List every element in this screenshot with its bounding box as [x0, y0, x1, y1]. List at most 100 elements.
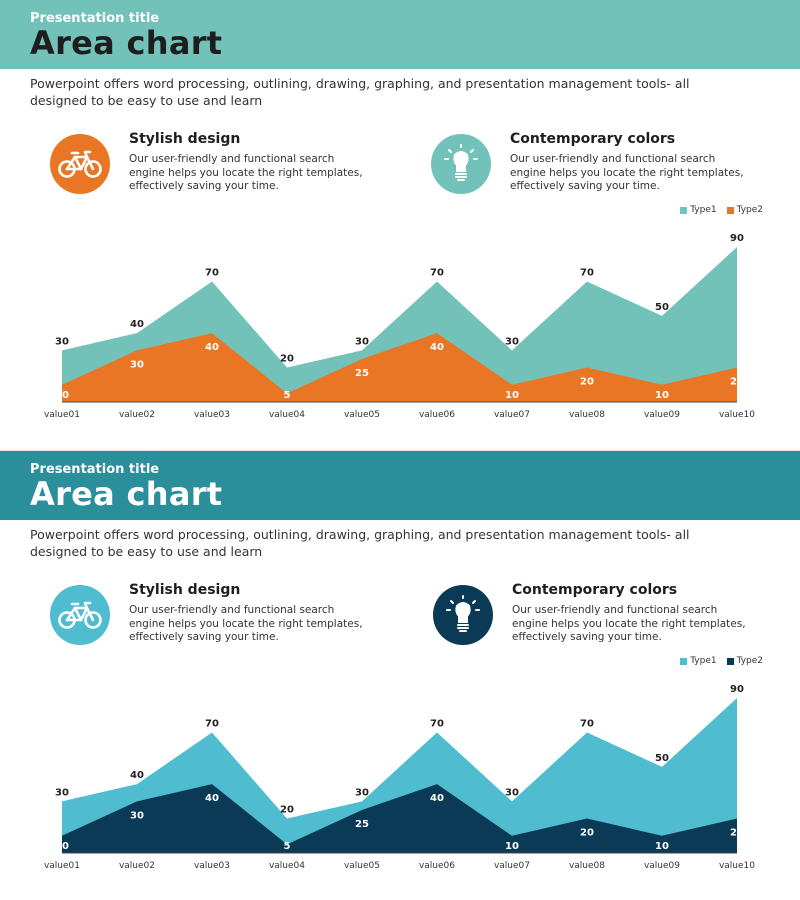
legend-label-type1: Type1	[690, 656, 717, 666]
data-label-type2: 40	[205, 342, 219, 353]
x-tick-label: value07	[494, 861, 530, 871]
x-tick-label: value02	[119, 861, 155, 871]
x-tick-label: value03	[194, 861, 230, 871]
data-label-type2: 10	[655, 390, 669, 401]
presentation-subtitle: Presentation title	[30, 11, 160, 26]
feature-text-colors: Our user-friendly and functional search …	[510, 153, 744, 192]
data-label-type2: 25	[355, 368, 369, 379]
data-label-type2: 10	[55, 390, 69, 401]
area-series-type2	[62, 784, 737, 853]
data-label-type1: 70	[430, 718, 444, 729]
feature-title-stylish: Stylish design	[129, 131, 241, 147]
lightbulb-icon	[433, 585, 493, 645]
data-label-type2: 10	[505, 841, 519, 852]
description: Powerpoint offers word processing, outli…	[30, 76, 690, 108]
data-label-type1: 20	[280, 805, 294, 816]
data-label-type2: 20	[580, 828, 594, 839]
data-label-type2: 10	[55, 841, 69, 852]
x-tick-label: value05	[344, 410, 380, 420]
data-label-type1: 30	[55, 787, 69, 798]
x-tick-label: value04	[269, 861, 305, 871]
feature-title-stylish: Stylish design	[129, 582, 241, 598]
slide-2: Presentation title Area chart Powerpoint…	[0, 450, 800, 900]
bicycle-icon	[50, 134, 110, 194]
data-label-type1: 30	[55, 336, 69, 347]
data-label-type2: 30	[130, 359, 144, 370]
x-tick-label: value09	[644, 861, 680, 871]
x-tick-label: value08	[569, 861, 605, 871]
legend-item-type1: Type1	[680, 205, 717, 215]
x-tick-label: value06	[419, 861, 455, 871]
legend-item-type2: Type2	[726, 205, 763, 215]
feature-text-stylish: Our user-friendly and functional search …	[129, 153, 363, 192]
legend-label-type1: Type1	[690, 205, 717, 215]
data-label-type1: 70	[580, 718, 594, 729]
x-tick-label: value08	[569, 410, 605, 420]
x-tick-label: value01	[44, 861, 80, 871]
x-tick-label: value02	[119, 410, 155, 420]
legend-swatch-type1	[680, 657, 688, 665]
lightbulb-icon	[431, 134, 491, 194]
data-label-type1: 70	[430, 267, 444, 278]
data-label-type2: 10	[655, 841, 669, 852]
data-label-type1: 70	[205, 267, 219, 278]
x-tick-label: value03	[194, 410, 230, 420]
data-label-type1: 50	[655, 302, 669, 313]
legend-swatch-type2	[726, 206, 734, 214]
legend-label-type2: Type2	[736, 205, 763, 215]
x-tick-label: value06	[419, 410, 455, 420]
data-label-type1: 70	[205, 718, 219, 729]
data-label-type2: 40	[205, 793, 219, 804]
data-label-type2: 20	[730, 377, 744, 388]
legend-item-type1: Type1	[680, 656, 717, 666]
data-label-type1: 50	[655, 753, 669, 764]
chart-legend: Type1 Type2	[680, 205, 763, 215]
x-tick-label: value01	[44, 410, 80, 420]
description: Powerpoint offers word processing, outli…	[30, 527, 690, 559]
data-label-type1: 30	[505, 336, 519, 347]
data-label-type1: 30	[355, 787, 369, 798]
presentation-subtitle: Presentation title	[30, 462, 160, 477]
x-tick-label: value07	[494, 410, 530, 420]
x-tick-label: value10	[719, 410, 755, 420]
legend-label-type2: Type2	[736, 656, 763, 666]
data-label-type1: 20	[280, 354, 294, 365]
x-tick-label: value05	[344, 861, 380, 871]
data-label-type2: 5	[284, 841, 291, 852]
page-title: Area chart	[30, 24, 223, 62]
feature-title-colors: Contemporary colors	[512, 582, 678, 598]
data-label-type2: 5	[284, 390, 291, 401]
data-label-type1: 30	[505, 787, 519, 798]
area-chart: 30 40 70 20 30 70 30 70 50 90 10 30 40 5 25 40 10 20 10 20 v…	[44, 684, 755, 871]
data-label-type2: 10	[505, 390, 519, 401]
slide-header: Presentation title Area chart	[0, 0, 800, 69]
chart-legend: Type1 Type2	[680, 656, 763, 666]
data-label-type1: 70	[580, 267, 594, 278]
x-tick-label: value09	[644, 410, 680, 420]
data-label-type2: 30	[130, 810, 144, 821]
legend-swatch-type2	[726, 657, 734, 665]
feature-title-colors: Contemporary colors	[510, 131, 676, 147]
data-label-type2: 40	[430, 342, 444, 353]
data-label-type1: 90	[730, 233, 744, 244]
x-tick-label: value10	[719, 861, 755, 871]
legend-swatch-type1	[680, 206, 688, 214]
slide-1: Presentation title Area chart Powerpoint…	[0, 0, 800, 420]
data-label-type1: 40	[130, 319, 144, 330]
bicycle-icon	[50, 585, 110, 645]
data-label-type1: 90	[730, 684, 744, 695]
area-series-type2	[62, 333, 737, 402]
feature-text-colors: Our user-friendly and functional search …	[512, 604, 746, 643]
feature-text-stylish: Our user-friendly and functional search …	[129, 604, 363, 643]
page-title: Area chart	[30, 475, 223, 513]
area-chart: 30 40 70 20 30 70 30 70 50 90 10 30 40 5 25 40 10 20 10 20 v…	[44, 233, 755, 420]
data-label-type1: 30	[355, 336, 369, 347]
data-label-type1: 40	[130, 770, 144, 781]
legend-item-type2: Type2	[726, 656, 763, 666]
data-label-type2: 20	[730, 828, 744, 839]
data-label-type2: 40	[430, 793, 444, 804]
data-label-type2: 25	[355, 819, 369, 830]
data-label-type2: 20	[580, 377, 594, 388]
x-tick-label: value04	[269, 410, 305, 420]
slide-header: Presentation title Area chart	[0, 451, 800, 520]
